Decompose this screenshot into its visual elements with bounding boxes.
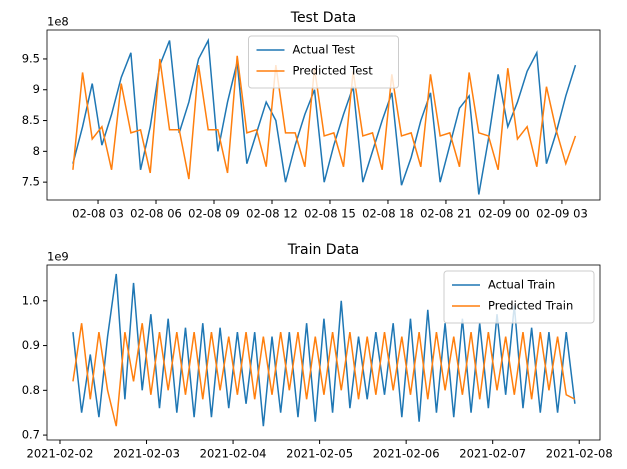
x-tick-label: 02-08 12 [246, 207, 298, 221]
x-tick-label: 2021-02-03 [113, 447, 180, 461]
x-tick-label: 2021-02-08 [546, 447, 613, 461]
legend-label: Predicted Test [293, 64, 374, 78]
y-tick-label: 0.8 [22, 383, 40, 397]
y-tick-label: 0.7 [22, 428, 40, 442]
legend-label: Actual Train [488, 278, 555, 292]
legend-label: Actual Test [293, 43, 356, 57]
y-tick-label: 8.5 [22, 113, 40, 127]
x-tick-label: 2021-02-06 [373, 447, 440, 461]
legend-box [248, 35, 399, 89]
legend-label: Predicted Train [488, 299, 573, 313]
x-tick-label: 02-09 03 [536, 207, 588, 221]
y-tick-label: 9 [33, 82, 40, 96]
x-tick-label: 02-08 18 [362, 207, 414, 221]
x-tick-label: 02-08 03 [72, 207, 124, 221]
axes-frame [46, 264, 601, 441]
legend-box [443, 270, 595, 324]
y-tick-label: 8 [33, 144, 40, 158]
axes-frame [46, 29, 601, 201]
chart-title: Train Data [287, 242, 359, 258]
y-tick-label: 0.9 [22, 338, 40, 352]
x-tick-label: 02-08 15 [304, 207, 356, 221]
series-line [72, 37, 577, 195]
x-tick-label: 02-09 00 [478, 207, 530, 221]
y-offset-label: 1e9 [47, 250, 69, 264]
x-tick-label: 02-08 06 [130, 207, 182, 221]
series-line [72, 273, 576, 427]
y-tick-label: 9.5 [22, 51, 40, 65]
x-tick-label: 2021-02-04 [200, 447, 267, 461]
x-tick-label: 2021-02-07 [459, 447, 526, 461]
x-tick-label: 2021-02-05 [286, 447, 353, 461]
y-offset-label: 1e8 [47, 15, 69, 29]
x-tick-label: 02-08 09 [188, 207, 240, 221]
series-line [72, 55, 577, 180]
x-tick-label: 02-08 21 [420, 207, 472, 221]
series-line [72, 323, 576, 427]
y-tick-label: 1.0 [22, 293, 40, 307]
y-tick-label: 7.5 [22, 175, 40, 189]
x-tick-label: 2021-02-02 [27, 447, 94, 461]
chart-title: Test Data [290, 10, 356, 26]
